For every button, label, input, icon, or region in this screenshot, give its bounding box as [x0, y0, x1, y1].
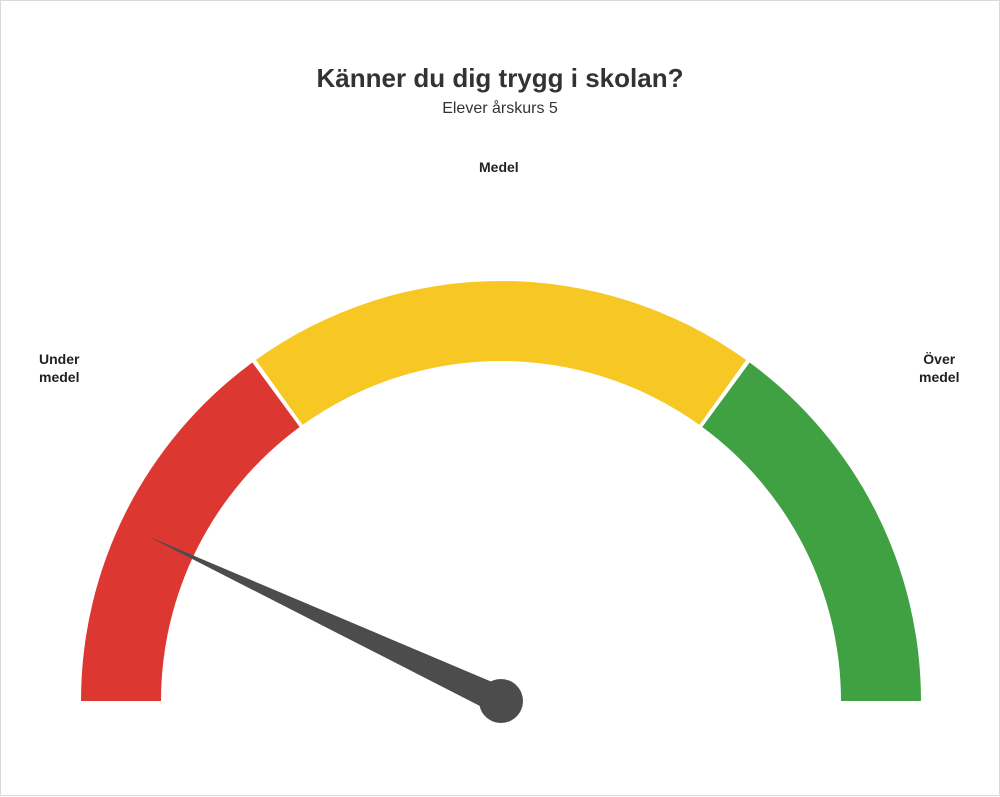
needle-pointer — [148, 536, 507, 714]
chart-frame: Känner du dig trygg i skolan? Elever års… — [0, 0, 1000, 796]
needle-hub — [479, 679, 523, 723]
gauge-segments — [81, 281, 921, 701]
segment-label-medel: Medel — [479, 159, 519, 177]
gauge-segment-over-medel — [702, 363, 921, 701]
gauge-needle — [148, 536, 523, 723]
gauge-segment-under-medel — [81, 363, 300, 701]
segment-label-under-medel: Under medel — [39, 351, 79, 386]
segment-label-over-medel: Över medel — [919, 351, 959, 386]
gauge-chart — [1, 1, 1000, 797]
gauge-segment-medel — [256, 281, 746, 425]
